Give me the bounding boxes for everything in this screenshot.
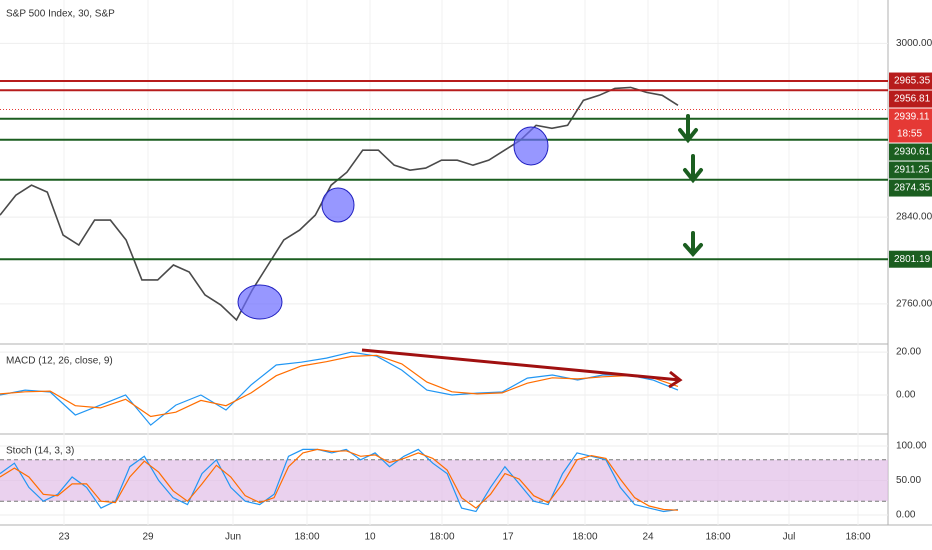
price-tag [889, 90, 932, 108]
price-tag [889, 161, 932, 179]
price-tag [889, 72, 932, 90]
price-tag-label: 2930.61 [894, 147, 931, 158]
x-tick-label: 23 [58, 532, 70, 543]
price-tag-label: 2965.35 [894, 76, 931, 87]
plot-layer: 3000.00 2840.00 2760.00 2965.35 2956.81 2939.… [0, 0, 932, 525]
price-tag [889, 250, 932, 268]
series-line [0, 351, 679, 426]
down-arrow [683, 231, 703, 258]
y-tick-label: 50.00 [896, 475, 921, 486]
x-tick-label: 29 [142, 532, 154, 543]
countdown-label: 18:55 [897, 129, 922, 140]
price-tag-label: 2956.81 [894, 94, 931, 105]
x-tick-label: 24 [642, 532, 654, 543]
x-tick-label: 10 [364, 532, 376, 543]
series-line [0, 86, 679, 322]
series-line [0, 354, 679, 418]
price-tag-label: 2939.11 [894, 112, 930, 123]
price-tag [889, 108, 932, 143]
x-tick-label: 18:00 [572, 532, 597, 543]
x-tick-label: Jun [225, 532, 241, 543]
trend-arrow [361, 348, 683, 389]
y-tick-label: 3000.00 [896, 38, 932, 49]
y-tick-label: 2840.00 [896, 212, 932, 223]
x-tick-label: Jul [783, 532, 796, 543]
annotation-ellipse [513, 126, 549, 166]
x-tick-label: 18:00 [705, 532, 730, 543]
price-tag-label: 2911.25 [894, 165, 930, 176]
annotation-ellipse [321, 187, 355, 223]
chart-title: S&P 500 Index, 30, S&P [6, 9, 115, 20]
x-tick-label: 18:00 [429, 532, 454, 543]
y-tick-label: 20.00 [896, 347, 921, 358]
y-tick-label: 2760.00 [896, 299, 932, 310]
divergence-arrow [361, 348, 683, 389]
series-line [0, 448, 679, 511]
price-tag-label: 2801.19 [894, 254, 931, 265]
down-arrow [683, 154, 703, 184]
band [0, 459, 888, 502]
annotation-ellipse [237, 284, 283, 320]
pane-title: MACD (12, 26, close, 9) [6, 356, 113, 367]
price-tag [889, 179, 932, 197]
price-tag-label: 2874.35 [894, 183, 931, 194]
y-tick-label: 0.00 [896, 390, 916, 401]
down-arrow [678, 114, 698, 144]
price-tag [889, 143, 932, 161]
x-tick-label: 17 [502, 532, 514, 543]
x-tick-label: 18:00 [845, 532, 870, 543]
y-tick-label: 100.00 [896, 441, 927, 452]
x-tick-label: 18:00 [294, 532, 319, 543]
y-tick-label: 0.00 [896, 510, 916, 521]
pane-title: Stoch (14, 3, 3) [6, 446, 74, 457]
arrows [678, 114, 703, 258]
